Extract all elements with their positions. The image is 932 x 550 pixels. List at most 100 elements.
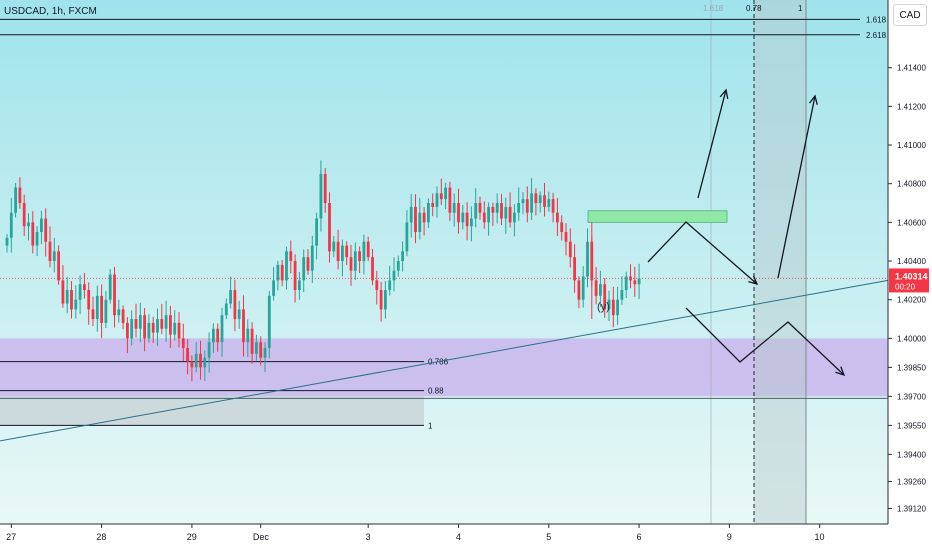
x-tick-label: 9 [727,532,732,542]
candle-body [181,338,185,349]
candle-body [538,195,542,204]
candle-body [134,319,138,329]
arrow-up-left-head [719,88,729,99]
candle-body [138,315,142,329]
candle-body [452,203,456,213]
x-tick-label: 4 [456,532,461,542]
candle-body [108,274,112,300]
candle-body [117,309,121,316]
candle-body [164,315,168,329]
candle-body [530,193,533,213]
y-tick-label: 1.40800 [897,180,926,189]
candle-body [551,199,555,213]
candle-body [186,348,189,362]
candle-body [341,245,344,262]
x-tick-label: 6 [637,532,642,542]
candle-body [482,212,486,223]
projection-band [754,0,806,524]
candle-body [267,295,271,349]
candle-body [14,187,17,213]
arrow-up-right [777,95,816,279]
candle-body [418,212,422,233]
y-tick-label: 1.41400 [897,64,926,73]
candle-body [18,187,22,204]
candle-body [190,361,194,368]
candle-body [586,241,589,277]
candle-body [199,353,202,368]
candle-body [336,241,340,262]
candle-body [401,251,404,262]
x-tick-label: 28 [96,532,106,542]
candle-body [577,280,581,300]
candle-body [113,274,116,316]
candle-body [61,280,65,304]
candle-body [237,309,241,320]
candle-body [616,299,619,316]
candle-body [57,251,60,281]
candle-body [603,284,607,310]
candle-body [474,203,478,219]
candle-body [203,357,207,368]
candle-body [396,261,400,271]
price-tag-countdown: 00:20 [895,282,916,291]
candle-body [126,322,129,339]
candle-body [52,251,56,262]
candle-body [160,319,164,329]
candle-body [40,218,43,233]
candle-body [207,342,211,358]
arrow-up-left [697,89,727,199]
candle-body [48,241,52,262]
y-tick-label: 1.40200 [897,296,926,305]
candle-body [358,251,361,262]
candle-body [405,222,409,252]
candle-body [27,222,30,227]
candle-body [384,290,387,310]
fib-vertical-label: 1.618 [703,4,724,13]
arrow-zigzag-lower [685,307,845,376]
candle-body [637,278,641,285]
candle-body [259,342,263,358]
candle-body [9,212,13,238]
candle-body [568,241,572,258]
candle-body [457,203,460,223]
fib-label-0-88: 0.88 [428,387,444,396]
candles [5,167,641,382]
candle-body [594,280,598,296]
y-tick-label: 1.40600 [897,218,926,227]
candle-body [310,245,314,271]
candle-body [504,206,508,219]
candle-body [470,218,473,227]
candle-body [100,295,103,323]
candle-body [298,280,301,291]
candle-body [525,199,529,213]
candle-body [620,290,624,300]
candle-body [319,174,323,219]
x-tick-label: 3 [366,532,371,542]
candle-body [599,284,602,296]
candle-body [5,237,9,246]
x-tick-label: 10 [815,532,825,542]
candle-body [435,193,439,207]
candle-body [70,290,73,310]
candle-body [104,299,108,323]
candle-body [194,353,198,368]
candle-body [242,309,245,343]
plot-background [0,0,888,524]
candle-body [276,264,280,281]
candle-body [323,174,327,204]
currency-button[interactable]: CAD [893,4,927,26]
trendline [0,279,889,442]
candle-body [224,303,228,316]
candle-body [83,284,86,291]
candle-body [371,257,374,281]
fib-label-1: 1 [428,421,433,430]
time-axis [0,524,932,550]
y-tick-label: 1.39400 [897,450,926,459]
candle-body [517,203,521,213]
y-tick-label: 1.39850 [897,363,926,372]
candle-body [465,212,469,227]
candle-body [547,199,551,207]
candle-body [633,280,637,285]
candle-body [414,206,417,233]
